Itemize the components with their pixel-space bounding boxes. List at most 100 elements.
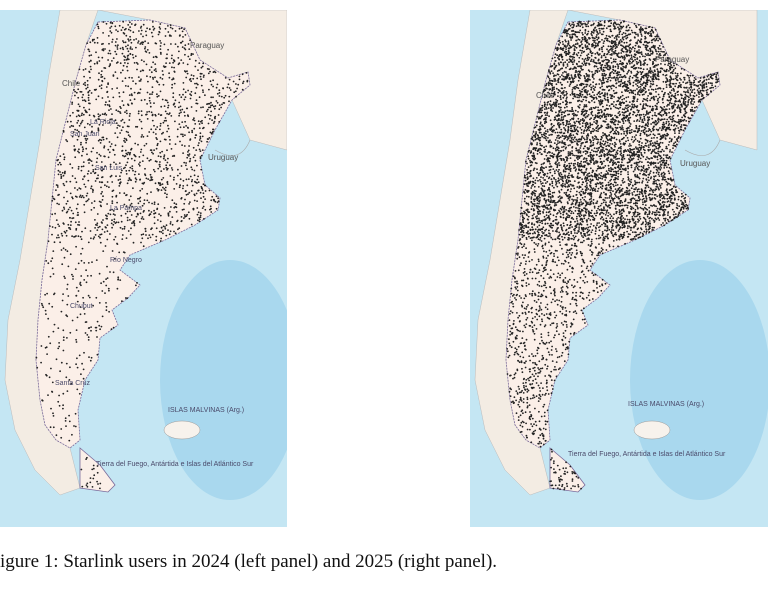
user-dot	[160, 170, 163, 173]
user-dot	[569, 144, 571, 146]
user-dot	[586, 228, 589, 231]
user-dot	[645, 158, 647, 161]
user-dot	[615, 120, 617, 122]
user-dot	[606, 159, 609, 162]
user-dot	[627, 150, 630, 153]
user-dot	[607, 78, 609, 81]
user-dot	[174, 30, 177, 32]
user-dot	[124, 149, 127, 152]
user-dot	[545, 145, 548, 148]
user-dot	[88, 54, 91, 57]
user-dot	[662, 222, 664, 224]
user-dot	[123, 227, 126, 230]
user-dot	[620, 200, 623, 202]
user-dot	[537, 271, 540, 274]
user-dot	[152, 29, 155, 31]
user-dot	[560, 201, 563, 204]
user-dot	[671, 111, 674, 114]
user-dot	[74, 128, 76, 131]
user-dot	[517, 316, 519, 319]
user-dot	[625, 134, 627, 137]
user-dot	[84, 137, 87, 140]
user-dot	[537, 238, 540, 241]
user-dot	[672, 68, 675, 71]
user-dot	[649, 111, 652, 114]
user-dot	[91, 125, 93, 128]
user-dot	[210, 110, 213, 113]
user-dot	[556, 99, 559, 102]
user-dot	[510, 327, 513, 330]
user-dot	[90, 160, 93, 163]
user-dot	[102, 49, 105, 52]
user-dot	[658, 183, 661, 186]
user-dot	[178, 27, 181, 30]
user-dot	[120, 220, 123, 223]
user-dot	[153, 216, 156, 219]
user-dot	[692, 110, 694, 113]
user-dot	[551, 238, 554, 241]
user-dot	[536, 226, 539, 228]
user-dot	[543, 232, 545, 234]
user-dot	[543, 122, 546, 125]
user-dot	[184, 91, 187, 94]
user-dot	[215, 86, 218, 89]
user-dot	[565, 71, 567, 73]
user-dot	[601, 39, 603, 41]
user-dot	[163, 188, 166, 190]
user-dot	[596, 190, 599, 193]
user-dot	[568, 278, 571, 281]
user-dot	[593, 212, 596, 215]
user-dot	[172, 96, 175, 99]
user-dot	[556, 303, 559, 306]
user-dot	[611, 222, 614, 225]
user-dot	[220, 106, 223, 109]
user-dot	[86, 485, 89, 488]
user-dot	[183, 111, 186, 114]
user-dot	[78, 124, 81, 127]
user-dot	[573, 77, 576, 80]
user-dot	[86, 153, 88, 156]
user-dot	[66, 210, 69, 213]
user-dot	[201, 119, 203, 122]
user-dot	[102, 138, 105, 141]
user-dot	[196, 182, 198, 184]
user-dot	[637, 39, 640, 42]
user-dot	[607, 151, 610, 154]
user-dot	[672, 144, 675, 147]
user-dot	[109, 145, 112, 148]
user-dot	[132, 187, 134, 190]
user-dot	[107, 212, 110, 215]
user-dot	[630, 56, 633, 58]
user-dot	[133, 159, 136, 162]
user-dot	[186, 156, 189, 159]
user-dot	[179, 178, 182, 181]
user-dot	[605, 34, 608, 37]
user-dot	[66, 250, 69, 253]
user-dot	[640, 35, 643, 37]
user-dot	[628, 218, 631, 221]
user-dot	[599, 204, 602, 207]
user-dot	[245, 72, 248, 74]
user-dot	[108, 186, 110, 189]
user-dot	[587, 234, 589, 237]
user-dot	[633, 154, 636, 157]
user-dot	[587, 20, 590, 23]
user-dot	[629, 156, 632, 159]
user-dot	[655, 37, 658, 40]
user-dot	[47, 335, 50, 338]
user-dot	[598, 102, 601, 104]
user-dot	[140, 241, 142, 244]
user-dot	[620, 80, 623, 83]
user-dot	[658, 37, 661, 40]
user-dot	[68, 227, 71, 229]
user-dot	[608, 245, 611, 248]
user-dot	[639, 71, 642, 73]
user-dot	[596, 182, 599, 185]
user-dot	[84, 186, 87, 188]
user-dot	[198, 62, 201, 64]
user-dot	[99, 233, 102, 236]
user-dot	[541, 358, 543, 361]
user-dot	[645, 230, 648, 233]
user-dot	[184, 34, 187, 36]
user-dot	[207, 102, 210, 105]
